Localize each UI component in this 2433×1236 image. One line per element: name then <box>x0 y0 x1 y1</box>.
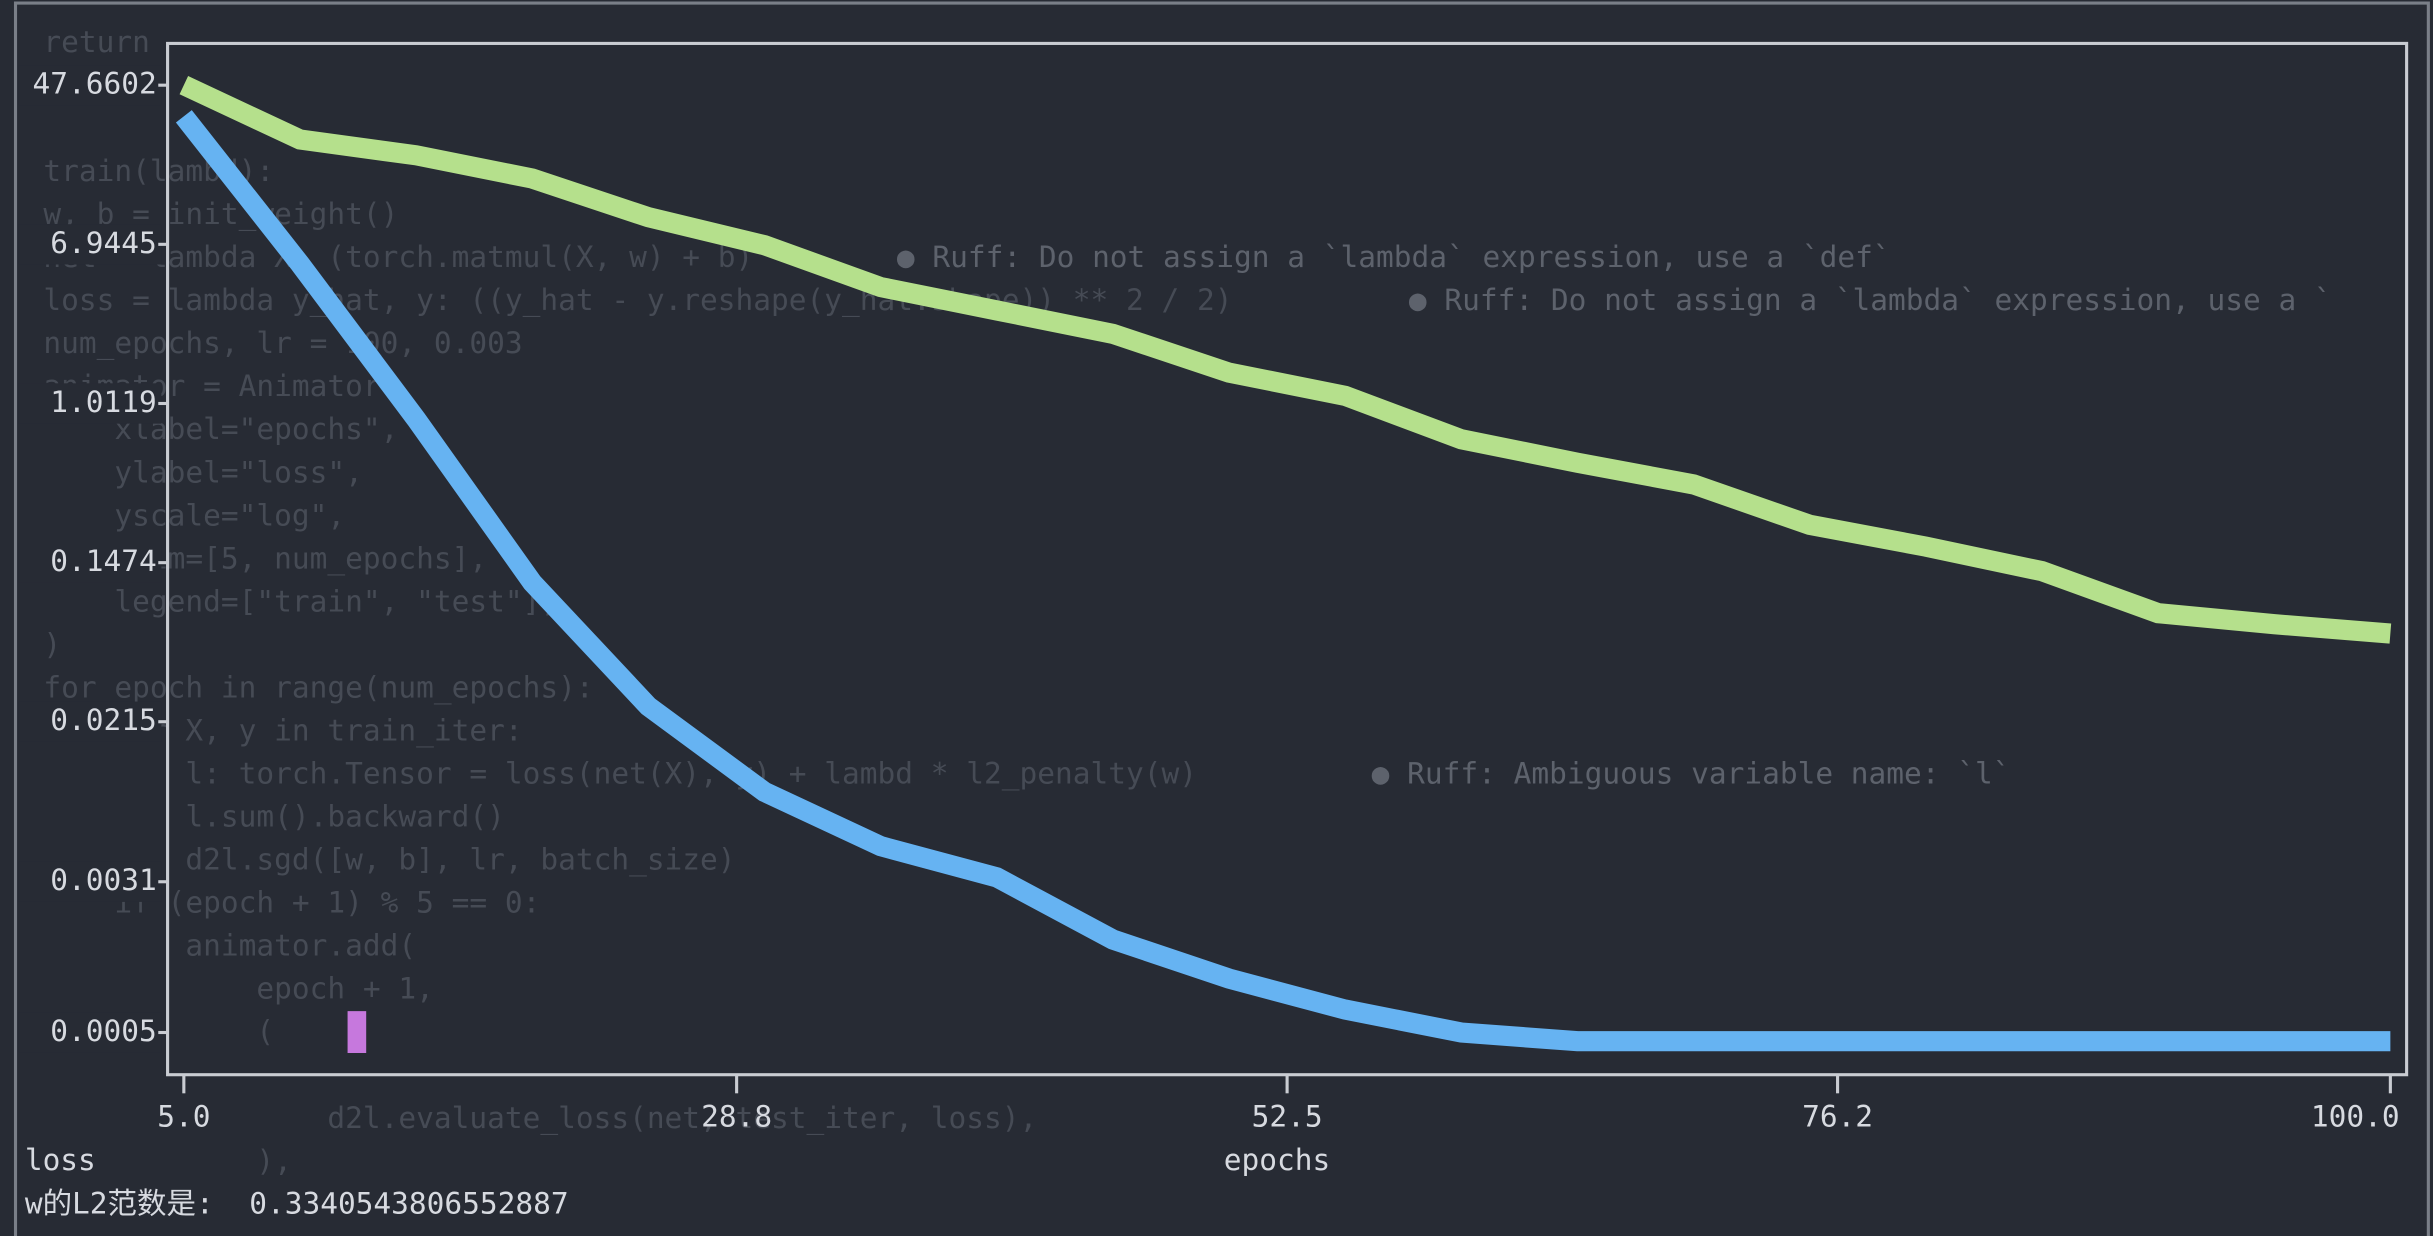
code-line: ylabel="loss", <box>43 455 362 489</box>
tick-label-bg <box>18 65 162 106</box>
x-tick-label: 100.0 <box>2311 1100 2400 1134</box>
tick-label-bg <box>18 701 162 742</box>
tick-label-bg <box>18 1012 162 1053</box>
x-axis-label: epochs <box>1224 1143 1330 1177</box>
y-tick-label: 1.0119 <box>50 385 156 419</box>
y-tick-label: 0.0215 <box>50 703 156 737</box>
y-axis-label: loss <box>25 1143 96 1177</box>
lint-message: ● Ruff: Ambiguous variable name: `l` <box>1372 757 2011 791</box>
code-line: ), <box>43 1144 291 1178</box>
y-tick-label: 0.0031 <box>50 863 156 897</box>
code-line: animator.add( <box>43 929 416 963</box>
x-tick-label: 5.0 <box>157 1100 210 1134</box>
series-line <box>175 110 2391 1052</box>
code-line: num_epochs, lr = 100, 0.003 <box>43 326 522 361</box>
tick-label-bg <box>18 224 162 265</box>
code-line: ) <box>43 627 61 661</box>
tick-label-bg <box>18 383 162 424</box>
code-line: yscale="log", <box>43 498 345 532</box>
code-line: return <box>43 25 149 59</box>
y-tick-label: 0.1474 <box>50 544 156 578</box>
y-tick-label: 0.0005 <box>50 1014 156 1048</box>
x-tick-label: 28.8 <box>701 1100 772 1134</box>
code-line: l: torch.Tensor = loss(net(X), y) + lamb… <box>43 757 1197 792</box>
lint-message: ● Ruff: Do not assign a `lambda` express… <box>1409 283 2332 317</box>
y-tick-label: 47.6602 <box>32 67 156 101</box>
code-line: l.sum().backward() <box>43 800 504 834</box>
series-line <box>179 76 2392 644</box>
x-tick-label: 52.5 <box>1252 1100 1323 1134</box>
window-border <box>13 1 2430 1236</box>
x-tick-label: 76.2 <box>1802 1100 1873 1134</box>
tick-label-bg <box>18 861 162 902</box>
lint-message: ● Ruff: Do not assign a `lambda` express… <box>897 240 1891 274</box>
y-tick-label: 6.9445 <box>50 226 156 260</box>
cursor <box>347 1011 367 1054</box>
code-line: epoch + 1, <box>43 972 433 1006</box>
output-line: w的L2范数是: 0.3340543806552887 <box>25 1186 569 1220</box>
tick-label-bg <box>18 542 162 583</box>
code-line: for epoch in range(num_epochs): <box>43 670 593 705</box>
code-line: legend=["train", "test"], <box>43 584 558 618</box>
code-line: d2l.evaluate_loss(net, test_iter, loss), <box>43 1101 1037 1136</box>
plot-layer: 47.6602 6.9445 1.0119 0.1474 0.0215 0.0031 0.0… <box>18 41 2409 1134</box>
